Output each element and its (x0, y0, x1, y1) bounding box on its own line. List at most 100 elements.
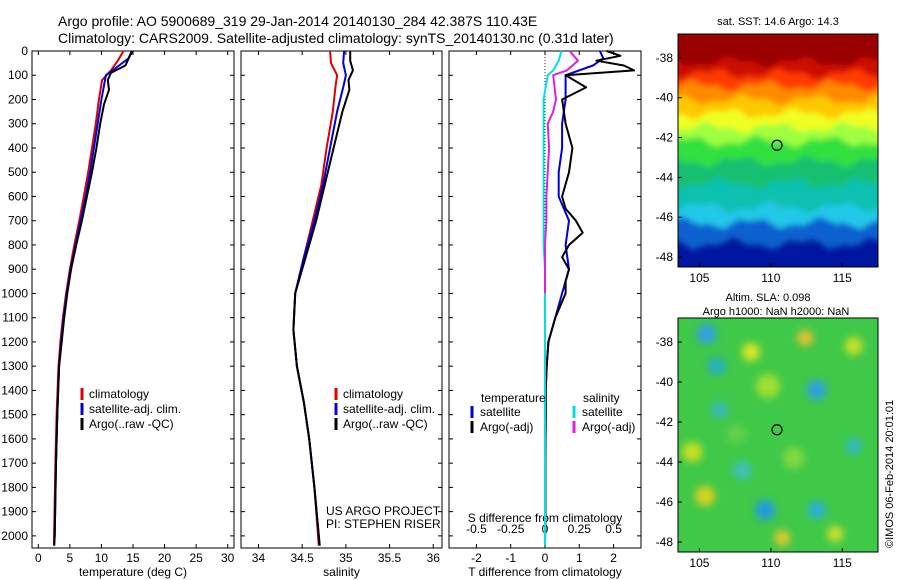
sst-field (678, 34, 878, 267)
sla-feature (733, 461, 752, 479)
x-tick-label: 115 (833, 556, 852, 570)
series-line-argo-raw-qc- (53, 50, 134, 546)
x-tick-label: 34 (252, 551, 266, 565)
x-tick-label: 5 (67, 551, 74, 565)
x-tick-label: -2 (471, 551, 482, 565)
legend-label: Argo(-adj) (582, 420, 635, 434)
x-tick-label: 30 (221, 551, 235, 565)
salinity-panel: 34 34.5 35 35.5 36 salinity climatologysatelli… (240, 50, 443, 579)
y-tick-label: 1700 (1, 456, 28, 470)
sst-band (678, 236, 878, 267)
sla-feature (806, 380, 827, 400)
y-tick-label: -40 (656, 375, 674, 389)
sla-feature (741, 343, 760, 361)
x-tick-label: 110 (761, 271, 780, 285)
legend-label: climatology (343, 387, 403, 401)
sla-map-title: Altim. SLA: 0.098 (726, 292, 811, 304)
salinity-diff-tick-label: 0.25 (568, 522, 592, 536)
y-tick-label: 800 (8, 238, 28, 252)
x-tick-label: 110 (761, 556, 780, 570)
y-tick-label: 900 (8, 262, 28, 276)
salinity-diff-tick-label: -0.5 (466, 522, 487, 536)
x-tick-label: 15 (126, 551, 140, 565)
sst-gradient (678, 34, 878, 267)
sla-blobs (682, 324, 863, 546)
legend-label: satellite-adj. clim. (89, 402, 181, 416)
y-tick-label: 1000 (1, 286, 28, 300)
sla-feature (782, 447, 805, 469)
sla-feature (711, 402, 728, 418)
salinity-frame (240, 50, 443, 549)
y-tick-label: -42 (656, 131, 674, 145)
x-tick-label: 20 (158, 551, 172, 565)
salinity-diff-tick-label: -0.25 (497, 522, 525, 536)
y-tick-label: -40 (656, 91, 674, 105)
project-annotation: US ARGO PROJECT (326, 504, 441, 518)
series-line-argo-raw-qc- (292, 51, 354, 546)
y-tick-label: 1900 (1, 505, 28, 519)
legend-label: Argo(..raw -QC) (89, 417, 174, 431)
header-line-1: Argo profile: AO 5900689_319 29-Jan-2014… (58, 13, 538, 29)
x-axis-label: T difference from climatology (468, 565, 622, 579)
legend-label: satellite (582, 405, 623, 419)
legend-header-temperature: temperature (481, 391, 546, 405)
temperature-frame (31, 50, 235, 549)
x-tick-label: 105 (689, 556, 709, 570)
y-tick-label: -44 (656, 455, 674, 469)
sla-feature (756, 374, 780, 398)
y-tick-label: 700 (8, 214, 28, 228)
y-tick-label: -46 (656, 210, 674, 224)
y-tick-label: 1200 (1, 335, 28, 349)
series-line-salinity-argo-adj- (544, 50, 579, 294)
sla-feature (797, 330, 814, 346)
y-tick-label: 1600 (1, 432, 28, 446)
x-tick-label: 0 (542, 551, 549, 565)
sla-feature (695, 486, 716, 506)
sla-feature (845, 438, 862, 454)
x-tick-label: 2 (610, 551, 617, 565)
sla-feature (755, 500, 776, 520)
legend-label: satellite-adj. clim. (343, 402, 435, 416)
sla-feature (774, 530, 791, 546)
y-tick-label: -38 (656, 335, 674, 349)
x-tick-label: 25 (189, 551, 203, 565)
sla-feature (844, 337, 863, 355)
x-tick-label: 0 (35, 551, 42, 565)
sst-frame (677, 33, 879, 268)
imos-credit: ©IMOS 06-Feb-2014 20:01:01 (884, 399, 896, 548)
y-tick-label: -48 (656, 250, 674, 264)
y-tick-label: -48 (656, 535, 674, 549)
y-tick-label: 400 (8, 141, 28, 155)
difference-panel: -2 -1 0 1 2T difference from climatology -0.5… (448, 50, 642, 579)
y-tick-label: 100 (8, 68, 28, 82)
y-tick-label: 1500 (1, 408, 28, 422)
legend-label: Argo(-adj) (480, 420, 533, 434)
y-tick-label: 1400 (1, 383, 28, 397)
y-tick-label: 0 (21, 44, 28, 58)
salinity-diff-tick-label: 0.5 (605, 522, 622, 536)
y-tick-label: -38 (656, 51, 674, 65)
x-tick-label: 36 (427, 551, 441, 565)
sst-band (678, 155, 878, 190)
sst-band (678, 108, 878, 134)
sla-feature (827, 526, 844, 542)
sla-feature (726, 424, 747, 444)
y-tick-label: 1100 (2, 311, 28, 325)
header-title: Argo profile: AO 5900689_319 29-Jan-2014… (58, 13, 614, 47)
project-annotation: PI: STEPHEN RISER (326, 517, 441, 531)
y-tick-label: -46 (656, 495, 674, 509)
sla-frame (677, 317, 879, 553)
x-tick-label: 34.5 (290, 551, 314, 565)
sst-map-title: sat. SST: 14.6 Argo: 14.3 (717, 16, 839, 28)
argo-float-marker (771, 139, 783, 151)
y-tick-label: 1300 (1, 359, 28, 373)
legend-label: satellite (480, 405, 521, 419)
temperature-panel: 0 5 10 15 20 25 300100200300400500600700800900… (1, 44, 234, 579)
series-line-salinity-satellite (542, 50, 563, 546)
y-tick-label: -44 (656, 170, 674, 184)
sla-map-subtitle: Argo h1000: NaN h2000: NaN (703, 306, 850, 318)
x-tick-label: -1 (505, 551, 516, 565)
y-tick-label: 2000 (1, 529, 28, 543)
x-tick-label: 115 (833, 271, 852, 285)
